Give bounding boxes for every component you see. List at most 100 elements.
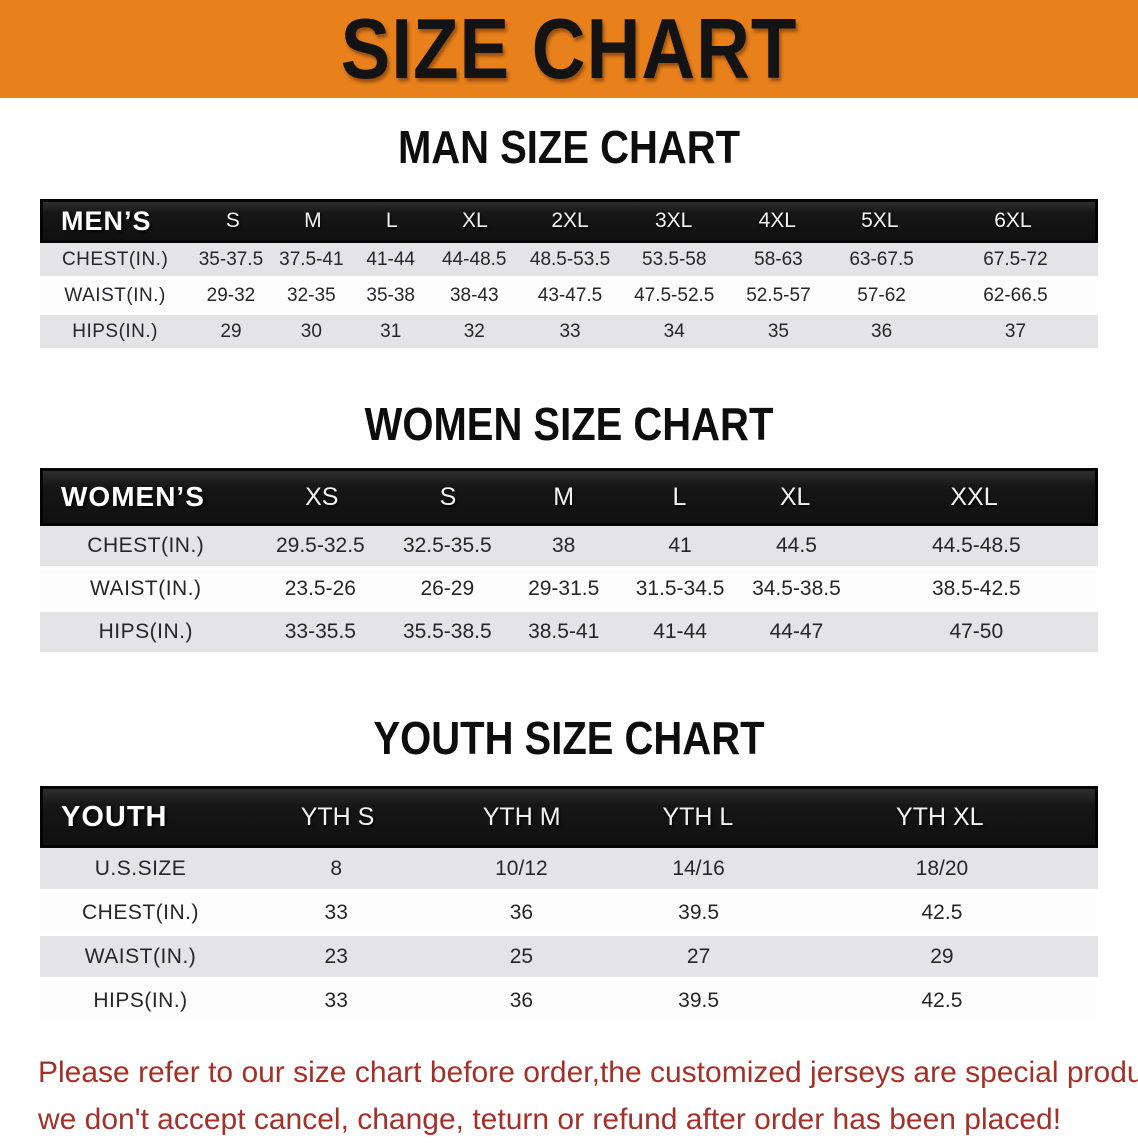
row-label: WAIST(IN.) xyxy=(40,577,252,601)
cell-value: 38.5-42.5 xyxy=(855,577,1098,601)
column-header: 2XL xyxy=(518,209,621,233)
cell-value: 26-29 xyxy=(389,577,505,601)
footer-notice: Please refer to our size chart before or… xyxy=(38,1050,1100,1143)
cell-value: 23.5-26 xyxy=(252,577,390,601)
cell-value: 38.5-41 xyxy=(506,620,622,644)
cell-value: 33 xyxy=(241,901,431,925)
cell-value: 8 xyxy=(241,857,431,881)
cell-value: 42.5 xyxy=(786,901,1098,925)
cell-value: 32.5-35.5 xyxy=(389,534,505,558)
column-header: YTH XL xyxy=(785,803,1095,832)
cell-value: 27 xyxy=(611,945,786,969)
cell-value: 41-44 xyxy=(622,620,738,644)
cell-value: 44-48.5 xyxy=(430,249,518,271)
column-header: L xyxy=(352,209,431,233)
table-corner-label: WOMEN’S xyxy=(43,481,253,513)
cell-value: 42.5 xyxy=(786,989,1098,1013)
section-heading: WOMEN SIZE CHART xyxy=(40,399,1098,452)
section-heading: MAN SIZE CHART xyxy=(40,122,1098,175)
cell-value: 62-66.5 xyxy=(933,285,1098,307)
cell-value: 35.5-38.5 xyxy=(389,620,505,644)
column-header: YTH S xyxy=(243,803,432,832)
row-label: WAIST(IN.) xyxy=(40,285,190,307)
cell-value: 58-63 xyxy=(727,249,831,271)
cell-value: 47-50 xyxy=(855,620,1098,644)
column-header: S xyxy=(192,209,273,233)
notice-line-1: Please refer to our size chart before or… xyxy=(38,1050,1100,1097)
column-header: XL xyxy=(431,209,518,233)
cell-value: 23 xyxy=(241,945,431,969)
row-label: CHEST(IN.) xyxy=(40,249,190,271)
row-label: U.S.SIZE xyxy=(40,857,241,881)
cell-value: 47.5-52.5 xyxy=(622,285,727,307)
column-header: M xyxy=(506,483,622,512)
cell-value: 32-35 xyxy=(272,285,351,307)
cell-value: 52.5-57 xyxy=(727,285,831,307)
column-header: XXL xyxy=(853,483,1095,512)
cell-value: 38 xyxy=(506,534,622,558)
cell-value: 30 xyxy=(272,321,351,343)
cell-value: 37 xyxy=(933,321,1098,343)
row-label: HIPS(IN.) xyxy=(40,989,241,1013)
cell-value: 10/12 xyxy=(431,857,611,881)
cell-value: 39.5 xyxy=(611,901,786,925)
notice-line-2: we don't accept cancel, change, teturn o… xyxy=(38,1097,1100,1143)
column-header: XL xyxy=(737,483,853,512)
cell-value: 29-32 xyxy=(190,285,271,307)
cell-value: 33-35.5 xyxy=(252,620,390,644)
column-header: S xyxy=(390,483,506,512)
cell-value: 33 xyxy=(241,989,431,1013)
table-corner-label: YOUTH xyxy=(43,801,243,834)
cell-value: 41 xyxy=(622,534,738,558)
column-header: YTH M xyxy=(432,803,611,832)
cell-value: 34 xyxy=(622,321,727,343)
cell-value: 67.5-72 xyxy=(933,249,1098,271)
row-label: CHEST(IN.) xyxy=(40,534,252,558)
cell-value: 34.5-38.5 xyxy=(738,577,854,601)
cell-value: 32 xyxy=(430,321,518,343)
cell-value: 35 xyxy=(727,321,831,343)
cell-value: 36 xyxy=(431,989,611,1013)
row-label: CHEST(IN.) xyxy=(40,901,241,925)
cell-value: 36 xyxy=(431,901,611,925)
cell-value: 37.5-41 xyxy=(272,249,351,271)
cell-value: 25 xyxy=(431,945,611,969)
cell-value: 44-47 xyxy=(738,620,854,644)
cell-value: 31.5-34.5 xyxy=(622,577,738,601)
column-header: L xyxy=(622,483,738,512)
cell-value: 53.5-58 xyxy=(622,249,727,271)
column-header: 4XL xyxy=(726,209,829,233)
cell-value: 31 xyxy=(351,321,430,343)
cell-value: 44.5 xyxy=(738,534,854,558)
cell-value: 35-38 xyxy=(351,285,430,307)
cell-value: 29 xyxy=(190,321,271,343)
cell-value: 44.5-48.5 xyxy=(855,534,1098,558)
row-label: WAIST(IN.) xyxy=(40,945,241,969)
cell-value: 29 xyxy=(786,945,1098,969)
banner-title: SIZE CHART xyxy=(341,0,798,97)
cell-value: 57-62 xyxy=(830,285,933,307)
cell-value: 35-37.5 xyxy=(190,249,271,271)
column-header: M xyxy=(273,209,352,233)
